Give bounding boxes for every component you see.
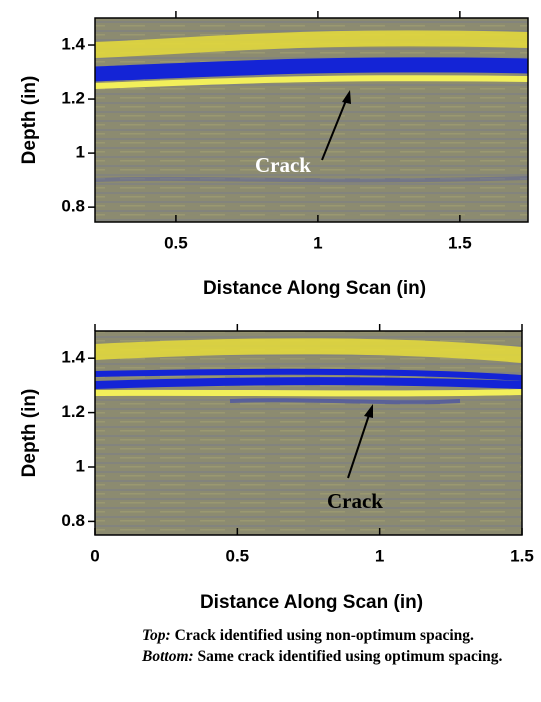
annotation: Crack <box>255 153 311 177</box>
annotation-arrow <box>347 411 371 479</box>
y-axis-label: Depth (in) <box>19 389 40 478</box>
annotation: Crack <box>327 489 383 513</box>
caption-label: Bottom: <box>142 648 194 665</box>
caption-label: Top: <box>142 627 171 644</box>
y-tick-label: 1.4 <box>61 35 85 54</box>
y-tick-label: 1.2 <box>61 89 85 108</box>
y-tick-label: 0.8 <box>61 197 85 216</box>
x-tick-label: 0.5 <box>226 546 250 565</box>
x-tick-label: 0 <box>90 546 99 565</box>
figure-graphics: 0.5 1 1.5 0.8 1 1.2 1.4 Distance Along Scan (in… <box>19 11 534 613</box>
x-tick-label: 1 <box>375 546 384 565</box>
scan-image <box>95 18 528 222</box>
caption-text: Crack identified using non-optimum spaci… <box>174 627 474 644</box>
x-tick-label: 1.5 <box>448 233 472 252</box>
y-tick-label: 1 <box>76 456 85 475</box>
y-axis-label: Depth (in) <box>19 76 40 165</box>
y-tick-label: 1.4 <box>61 348 85 367</box>
y-tick-label: 0.8 <box>61 511 85 530</box>
arrow-head <box>364 404 373 418</box>
x-tick-label: 1.5 <box>510 546 534 565</box>
y-tick-label: 1.2 <box>61 402 85 421</box>
x-axis-label: Distance Along Scan (in) <box>200 592 423 613</box>
y-tick-label: 1 <box>76 143 85 162</box>
plot-frame <box>94 330 523 536</box>
x-axis-label: Distance Along Scan (in) <box>203 278 426 299</box>
caption-text: Same crack identified using optimum spac… <box>197 648 503 665</box>
x-tick-label: 0.5 <box>164 233 188 252</box>
plot-frame <box>94 17 529 223</box>
caption: Top: Crack identified using non-optimum … <box>142 625 538 667</box>
arrow-head <box>342 90 351 104</box>
x-tick-label: 1 <box>313 233 322 252</box>
scan-image <box>95 331 522 535</box>
annotation-arrow <box>321 97 348 161</box>
